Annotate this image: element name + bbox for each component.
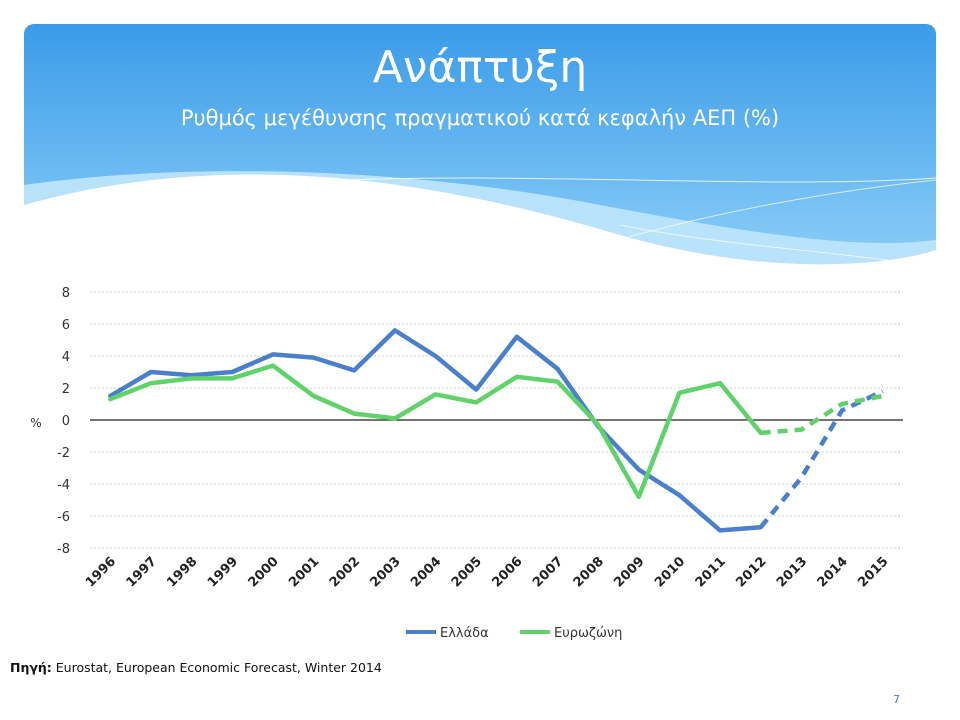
x-tick-label: 2005 [449, 554, 485, 590]
y-tick-label: 4 [62, 350, 70, 365]
x-tick-label: 2001 [286, 554, 322, 590]
y-tick-label: 0 [62, 414, 70, 429]
x-tick-label: 2008 [571, 554, 607, 590]
x-tick-label: 2009 [611, 554, 647, 590]
source-label: Πηγή: [10, 660, 52, 675]
chart-legend: Ελλάδα Ευρωζώνη [406, 626, 622, 641]
slide-title: Ανάπτυξη [372, 42, 588, 93]
y-tick-label: -6 [57, 510, 70, 525]
x-tick-label: 2013 [774, 554, 810, 590]
y-tick-labels: 8 6 4 2 0 -2 -4 -6 -8 [57, 286, 70, 557]
series-forecast-line-greece [758, 389, 884, 529]
x-tick-label: 2004 [408, 554, 444, 590]
x-tick-label: 2014 [815, 554, 851, 590]
x-tick-label: 2010 [652, 554, 688, 590]
x-tick-label: 1997 [124, 554, 160, 590]
growth-line-chart: 8 6 4 2 0 -2 -4 -6 -8 % 1996 1997 1998 1999 2000 2001… [30, 286, 903, 641]
y-axis-label: % [30, 416, 41, 430]
y-tick-label: -4 [57, 478, 70, 493]
grid-lines [90, 291, 903, 549]
y-tick-label: 2 [62, 382, 70, 397]
x-tick-labels: 1996 1997 1998 1999 2000 2001 2002 2003 2004 2005… [83, 554, 892, 590]
x-tick-label: 1998 [164, 554, 200, 590]
legend-label-greece: Ελλάδα [440, 626, 489, 641]
y-tick-label: -8 [57, 542, 70, 557]
source-note: Πηγή: Eurostat, European Economic Foreca… [10, 660, 382, 675]
y-tick-label: 8 [62, 286, 70, 301]
x-tick-label: 1999 [205, 554, 241, 590]
x-tick-label: 2012 [733, 554, 769, 590]
source-text: Eurostat, European Economic Forecast, Wi… [51, 660, 382, 675]
series-forecast-line-eurozone [760, 393, 884, 436]
slide-subtitle: Ρυθμός μεγέθυνσης πραγματικού κατά κεφαλ… [180, 106, 780, 130]
x-tick-label: 2007 [530, 554, 566, 590]
y-tick-label: -2 [57, 446, 70, 461]
series-line-greece [108, 328, 763, 533]
x-tick-label: 2011 [693, 554, 729, 590]
legend-label-eurozone: Ευρωζώνη [554, 626, 622, 641]
x-tick-label: 2002 [327, 554, 363, 590]
y-tick-label: 6 [62, 318, 70, 333]
page-number: 7 [893, 693, 900, 706]
series-lines [108, 328, 884, 533]
x-tick-label: 2003 [368, 554, 404, 590]
x-tick-label: 2000 [246, 554, 282, 590]
x-tick-label: 1996 [83, 554, 119, 590]
series-line-eurozone [108, 363, 763, 500]
header-banner [24, 24, 937, 280]
x-tick-label: 2015 [855, 554, 891, 590]
x-tick-label: 2006 [489, 554, 525, 590]
